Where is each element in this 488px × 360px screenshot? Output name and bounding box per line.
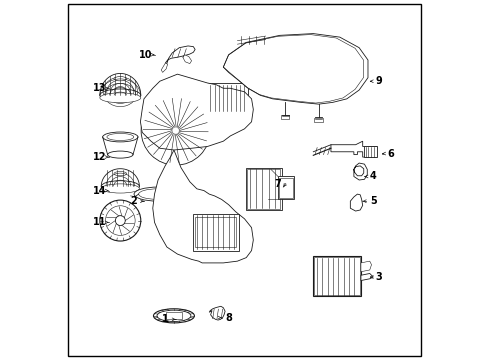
Ellipse shape — [100, 93, 141, 103]
Text: 14: 14 — [93, 186, 106, 195]
Text: 13: 13 — [93, 83, 106, 93]
Ellipse shape — [101, 184, 139, 193]
Text: 1: 1 — [162, 314, 168, 324]
Ellipse shape — [107, 151, 133, 158]
Text: 3: 3 — [374, 272, 381, 282]
Text: 12: 12 — [93, 152, 106, 162]
Bar — [314, 257, 359, 295]
Bar — [207, 83, 247, 113]
Ellipse shape — [101, 181, 139, 192]
Polygon shape — [209, 306, 224, 320]
Circle shape — [141, 96, 210, 165]
Text: 5: 5 — [369, 196, 376, 206]
Ellipse shape — [114, 171, 126, 176]
Ellipse shape — [114, 77, 126, 81]
Ellipse shape — [153, 309, 194, 323]
Text: 9: 9 — [374, 76, 381, 86]
Polygon shape — [360, 274, 372, 280]
Text: 2: 2 — [130, 196, 137, 206]
Polygon shape — [353, 163, 366, 180]
Text: 4: 4 — [369, 171, 376, 181]
Polygon shape — [165, 46, 195, 66]
Ellipse shape — [100, 89, 141, 102]
Bar — [364, 147, 376, 157]
Text: 11: 11 — [93, 217, 106, 227]
Polygon shape — [161, 63, 167, 72]
Circle shape — [172, 127, 179, 134]
Bar — [279, 177, 292, 198]
Polygon shape — [152, 150, 253, 263]
Bar — [314, 118, 322, 122]
Text: 10: 10 — [139, 50, 152, 60]
Ellipse shape — [102, 132, 138, 142]
Ellipse shape — [134, 187, 182, 201]
Bar — [278, 176, 293, 199]
Bar — [313, 256, 360, 296]
Text: 8: 8 — [225, 312, 232, 323]
Bar — [246, 168, 281, 210]
Text: 7: 7 — [274, 179, 281, 189]
Polygon shape — [330, 141, 376, 157]
Bar — [280, 116, 289, 119]
Polygon shape — [223, 33, 367, 104]
Polygon shape — [349, 194, 362, 211]
Polygon shape — [183, 55, 191, 64]
Text: 6: 6 — [387, 149, 393, 158]
Bar — [195, 217, 235, 247]
Circle shape — [100, 200, 141, 241]
Bar — [166, 312, 182, 319]
Bar — [193, 213, 239, 251]
Polygon shape — [360, 261, 371, 272]
Polygon shape — [140, 74, 253, 150]
Bar — [247, 169, 280, 209]
